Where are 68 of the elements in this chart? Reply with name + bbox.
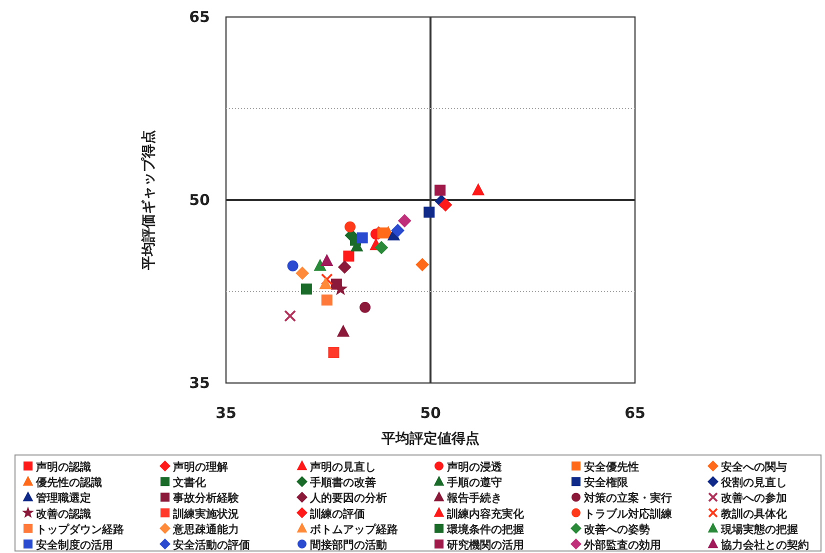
- legend-label: 手順の遵守: [446, 476, 502, 490]
- legend-label: 報告手続き: [446, 492, 502, 505]
- legend-label: 意思疎通能力: [172, 522, 239, 536]
- point: [416, 258, 429, 272]
- legend-label: 安全活動の評価: [173, 538, 250, 552]
- legend-label: 安全優先性: [584, 460, 639, 474]
- legend-label: 現場実態の把握: [720, 522, 798, 536]
- point: [391, 224, 404, 237]
- point: [338, 260, 352, 274]
- legend-label: 事故分析経験: [172, 492, 240, 505]
- legend-label: 外部監査の効用: [583, 538, 661, 552]
- point: [438, 198, 452, 212]
- point: [398, 214, 412, 228]
- legend-label: 対策の立案・実行: [583, 492, 672, 505]
- point: [344, 221, 356, 232]
- point: [320, 278, 332, 290]
- legend-label: 間接部門の活動: [310, 538, 387, 552]
- point: [424, 206, 435, 218]
- legend-label: 教訓の具体化: [720, 507, 788, 520]
- legend-label: 改善の認識: [36, 507, 91, 520]
- legend-label: 声明の浸透: [446, 460, 503, 474]
- y-tick-label: 65: [189, 8, 210, 26]
- point: [296, 266, 309, 280]
- x-axis-title: 平均評定値得点: [380, 430, 480, 447]
- legend-label: 協力会社との契約: [720, 538, 809, 552]
- point: [321, 294, 332, 306]
- point: [356, 232, 368, 244]
- point: [337, 325, 350, 337]
- legend-label: 人的要因の分析: [309, 492, 387, 505]
- x-tick-label: 50: [420, 404, 441, 422]
- legend-label: トラブル対応訓練: [584, 507, 673, 520]
- point: [374, 241, 388, 254]
- y-axis-title: 平均評価ギャップ得点: [140, 130, 157, 271]
- point: [287, 260, 298, 272]
- legend-label: 環境条件の把握: [446, 522, 524, 536]
- legend-label: 訓練内容充実化: [446, 507, 525, 520]
- point: [360, 302, 371, 313]
- legend-label: 文書化: [172, 476, 207, 490]
- y-tick-label: 50: [189, 191, 210, 209]
- legend-label: 安全権限: [584, 476, 629, 490]
- legend-label: 手順書の改善: [309, 476, 376, 490]
- point: [314, 259, 326, 271]
- point: [284, 310, 296, 322]
- legend-label: 管理職選定: [35, 492, 91, 505]
- legend-label: 優先性の認識: [35, 476, 102, 490]
- legend-label: 声明の理解: [172, 460, 228, 474]
- point: [434, 184, 446, 196]
- point: [328, 347, 340, 358]
- legend-label: 安全への関与: [721, 460, 787, 474]
- point: [343, 250, 354, 262]
- x-tick-label: 65: [624, 404, 646, 422]
- legend-label: 改善への姿勢: [584, 522, 650, 536]
- legend-label: 安全制度の活用: [36, 538, 113, 552]
- legend-label: 声明の認識: [35, 460, 91, 474]
- legend-label: 声明の見直し: [309, 460, 376, 474]
- legend-label: 改善への参加: [721, 492, 787, 505]
- x-tick-label: 35: [216, 404, 236, 422]
- point: [320, 273, 333, 286]
- legend-label: 研究機関の活用: [446, 538, 524, 552]
- legend-label: 役割の見直し: [720, 476, 787, 490]
- point: [300, 284, 312, 295]
- y-tick-label: 35: [189, 374, 210, 392]
- point: [472, 184, 484, 196]
- legend-label: 訓練の評価: [309, 507, 365, 520]
- point: [320, 254, 333, 266]
- legend-label: 訓練実施状況: [172, 507, 239, 520]
- legend-label: ボトムアップ経路: [309, 522, 398, 536]
- legend-label: トップダウン経路: [36, 522, 124, 536]
